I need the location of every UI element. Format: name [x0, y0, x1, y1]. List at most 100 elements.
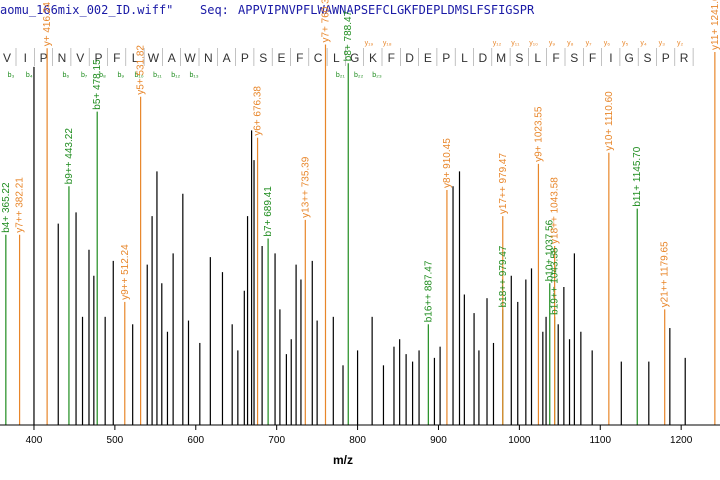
residue: A	[168, 51, 176, 65]
residue: G	[350, 51, 359, 65]
b-ion-ladder-label: b₂₂	[354, 72, 364, 79]
residue: V	[3, 51, 11, 65]
y-ion-ladder-label: y₁₈	[383, 40, 392, 47]
residue: L	[534, 51, 541, 65]
peak-label: y5+ 531.82	[136, 45, 147, 95]
residue: V	[76, 51, 84, 65]
residue: D	[405, 51, 414, 65]
residue: N	[58, 51, 67, 65]
peak-label: b7+ 689.41	[263, 186, 274, 237]
peak-label: y18++ 1043.58	[550, 177, 561, 244]
peak-label: b5+ 478.15	[92, 59, 103, 110]
y-ion-ladder-label: y₆	[604, 40, 611, 47]
residue: S	[570, 51, 578, 65]
residue: L	[132, 51, 139, 65]
spectrum-peaks	[5, 44, 716, 425]
peptide-sequence: APPVIPNVPFLWAWNAPSEFCLGKFDEPLDMSLFSFIGSP…	[238, 3, 535, 17]
x-tick-label: 500	[107, 435, 124, 446]
x-axis: 400 500 600 700 800 900 1000 1100 1200	[0, 424, 720, 446]
peak-label: b18++ 979.47	[498, 245, 509, 307]
b-ion-ladder-label: b₂₃	[372, 72, 382, 79]
residue: I	[24, 51, 27, 65]
residue: N	[204, 51, 213, 65]
residue: W	[184, 51, 196, 65]
residue: G	[625, 51, 634, 65]
b-ion-ladder-label: b₁₀	[135, 72, 144, 79]
residue: K	[369, 51, 377, 65]
y-ion-ladder-label: y₈	[567, 40, 574, 47]
x-tick-label: 600	[187, 435, 204, 446]
residue: P	[94, 51, 102, 65]
residue: C	[314, 51, 323, 65]
y-ion-ladder-label: y₂	[677, 40, 684, 47]
residue: P	[442, 51, 450, 65]
residue: D	[478, 51, 487, 65]
peak-label: y11+ 1241.65	[710, 0, 720, 50]
peak-label: y17++ 979.47	[498, 153, 509, 215]
x-tick-label: 800	[349, 435, 366, 446]
y-ion-ladder-label: y₃	[659, 40, 666, 47]
b-ion-ladder-label: b₇	[81, 72, 88, 79]
peak-label: y21++ 1179.65	[660, 241, 671, 307]
residue: F	[296, 51, 303, 65]
residue: F	[388, 51, 395, 65]
x-tick-label: 1000	[508, 435, 531, 446]
residue: R	[680, 51, 689, 65]
y-ion-ladder-label: y₅	[622, 40, 629, 47]
b-ion-ladder-label: b₉	[117, 72, 124, 79]
residue: W	[148, 51, 160, 65]
y-ion-ladder-label: y₇	[586, 40, 593, 47]
x-tick-label: 1200	[670, 435, 693, 446]
residue: E	[424, 51, 432, 65]
x-axis-label: m/z	[333, 453, 353, 467]
peak-label: y7++ 382.21	[15, 177, 26, 233]
x-tick-label: 400	[26, 435, 43, 446]
b-ion-ladder-label: b₂₁	[336, 72, 346, 79]
residue: A	[223, 51, 231, 65]
y-ion-ladder-label: y₁₁	[511, 40, 520, 47]
y-ion-ladder-label: y₁₉	[365, 40, 374, 47]
x-tick-label: 700	[268, 435, 285, 446]
file-name-label: aomu_166mix_002_ID.wiff"	[0, 3, 174, 17]
peak-label: b19++ 1043.58	[550, 247, 561, 315]
x-tick-label: 900	[430, 435, 447, 446]
b-ion-ladder-label: b₃	[8, 72, 15, 79]
residue: S	[643, 51, 651, 65]
peak-label: b9++ 443.22	[64, 128, 75, 185]
residue: M	[496, 51, 506, 65]
b-ion-ladder-label: b₄	[26, 72, 33, 79]
y-ion-ladder-label: y₉	[549, 40, 556, 47]
peak-label: y7+ 760.35	[320, 0, 331, 43]
b-ion-ladder-label: b₁₁	[153, 72, 162, 79]
residue: F	[113, 51, 120, 65]
residue: S	[515, 51, 523, 65]
peak-label: y9++ 512.24	[120, 244, 131, 300]
residue: F	[552, 51, 559, 65]
peak-label: y9+ 1023.55	[533, 106, 544, 162]
residue: P	[241, 51, 249, 65]
residue: P	[40, 51, 48, 65]
peak-label: y6+ 676.38	[253, 86, 264, 136]
residue: E	[277, 51, 285, 65]
peak-label: y13++ 735.39	[300, 156, 311, 218]
b-ion-ladder-label: b₈	[99, 72, 106, 79]
residue: L	[461, 51, 468, 65]
peak-label: b16++ 887.47	[423, 260, 434, 322]
peak-label: y+ 416.24	[42, 2, 53, 47]
residue: P	[662, 51, 670, 65]
peak-label: y10+ 1110.60	[604, 91, 615, 151]
y-ion-ladder-label: y₁₂	[493, 40, 502, 47]
peak-label: b10+ 1037.56	[545, 219, 556, 281]
peak-label: b4+ 365.22	[1, 182, 12, 233]
y-ion-ladder-label: y₄	[640, 40, 647, 47]
y-ion-ladder-label: y₁₀	[529, 40, 538, 47]
peak-label: b8+ 788.47	[343, 10, 354, 61]
peak-label: y8+ 910.45	[442, 138, 453, 188]
sequence-ladder: V I P N V P F L W A W N A P S E F C L G K F D E P L D M S L F S F I G S P Rb₃…	[3, 40, 694, 79]
peak-labels: b4+ 365.22 b9++ 443.22 b5+ 478.15 b7+ 689.4…	[1, 0, 720, 322]
residue: I	[609, 51, 612, 65]
residue: L	[333, 51, 340, 65]
residue: S	[259, 51, 267, 65]
